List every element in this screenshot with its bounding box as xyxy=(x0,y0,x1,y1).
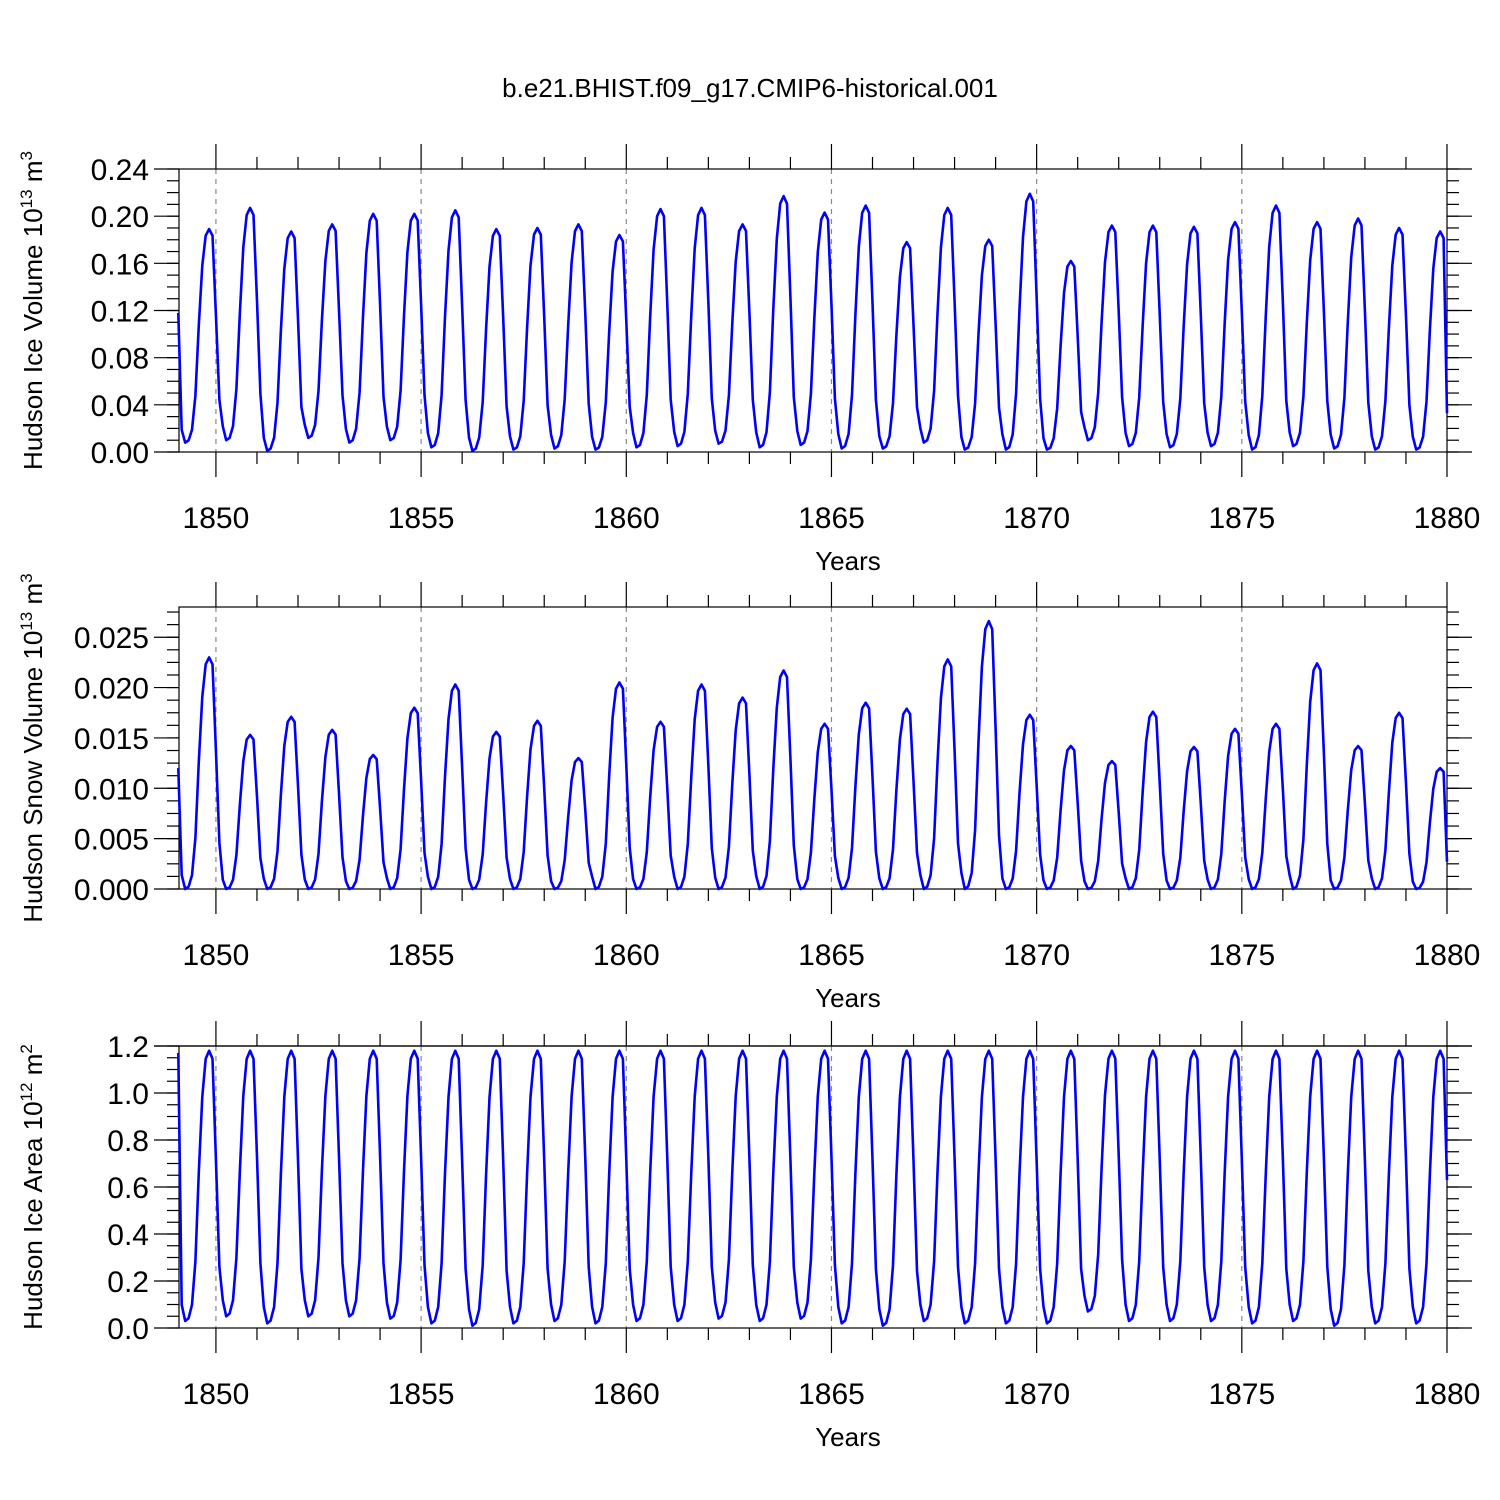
y-tick-label: 0.025 xyxy=(74,622,149,655)
y-tick-label: 0.005 xyxy=(74,824,149,857)
x-tick-label: 1865 xyxy=(798,939,865,972)
y-tick-label: 0.00 xyxy=(91,437,149,470)
x-tick-label: 1880 xyxy=(1414,502,1481,535)
x-tick-label: 1850 xyxy=(183,1378,250,1411)
y-tick-label: 0.24 xyxy=(91,154,149,187)
x-tick-label: 1875 xyxy=(1208,939,1275,972)
y-axis-label: Hudson Ice Area 1012 m2 xyxy=(17,1044,48,1330)
y-tick-label: 0.2 xyxy=(107,1266,149,1299)
y-tick-label: 0.000 xyxy=(74,874,149,907)
x-axis-label: Years xyxy=(815,546,881,576)
y-tick-label: 0.08 xyxy=(91,343,149,376)
x-tick-label: 1855 xyxy=(388,1378,455,1411)
plot-frame xyxy=(178,606,1448,890)
x-tick-label: 1875 xyxy=(1208,502,1275,535)
series-line xyxy=(177,1049,1449,1327)
y-axis-label: Hudson Snow Volume 1013 m3 xyxy=(17,573,48,922)
x-tick-label: 1855 xyxy=(388,502,455,535)
y-tick-label: 1.0 xyxy=(107,1078,149,1111)
y-tick-label: 0.20 xyxy=(91,201,149,234)
x-tick-label: 1870 xyxy=(1003,1378,1070,1411)
y-axis-label: Hudson Ice Volume 1013 m3 xyxy=(17,151,48,470)
y-tick-label: 0.0 xyxy=(107,1313,149,1346)
x-tick-label: 1850 xyxy=(183,502,250,535)
x-tick-label: 1870 xyxy=(1003,502,1070,535)
y-tick-label: 0.020 xyxy=(74,673,149,706)
x-tick-label: 1865 xyxy=(798,1378,865,1411)
x-tick-label: 1880 xyxy=(1414,939,1481,972)
x-tick-label: 1860 xyxy=(593,939,660,972)
series-line xyxy=(177,619,1449,891)
x-tick-label: 1870 xyxy=(1003,939,1070,972)
plot-frame xyxy=(178,168,1448,453)
x-tick-label: 1850 xyxy=(183,939,250,972)
y-tick-label: 0.04 xyxy=(91,390,149,423)
x-tick-label: 1860 xyxy=(593,1378,660,1411)
x-tick-label: 1855 xyxy=(388,939,455,972)
series-line xyxy=(177,192,1449,453)
x-axis-label: Years xyxy=(815,1422,881,1452)
y-tick-label: 0.010 xyxy=(74,773,149,806)
panel-ice-volume: 0.00 0.04 0.08 0.12 0.16 0.20 0.24 1850 1855 1860… xyxy=(17,144,1480,576)
chart-title: b.e21.BHIST.f09_g17.CMIP6-historical.001 xyxy=(502,73,998,103)
panel-ice-area: 0.0 0.2 0.4 0.6 0.8 1.0 1.2 1850 1855 1860 1865 187… xyxy=(17,1021,1480,1452)
y-tick-label: 0.6 xyxy=(107,1172,149,1205)
y-tick-label: 0.8 xyxy=(107,1125,149,1158)
y-tick-label: 0.16 xyxy=(91,248,149,281)
x-tick-label: 1880 xyxy=(1414,1378,1481,1411)
panel-snow-volume: 0.000 0.005 0.010 0.015 0.020 0.025 1850 1855 18… xyxy=(17,573,1480,1013)
y-tick-label: 0.4 xyxy=(107,1219,149,1252)
x-tick-label: 1865 xyxy=(798,502,865,535)
y-tick-label: 1.2 xyxy=(107,1031,149,1064)
y-tick-label: 0.015 xyxy=(74,723,149,756)
x-axis-label: Years xyxy=(815,983,881,1013)
x-tick-label: 1860 xyxy=(593,502,660,535)
y-tick-label: 0.12 xyxy=(91,296,149,329)
x-tick-label: 1875 xyxy=(1208,1378,1275,1411)
